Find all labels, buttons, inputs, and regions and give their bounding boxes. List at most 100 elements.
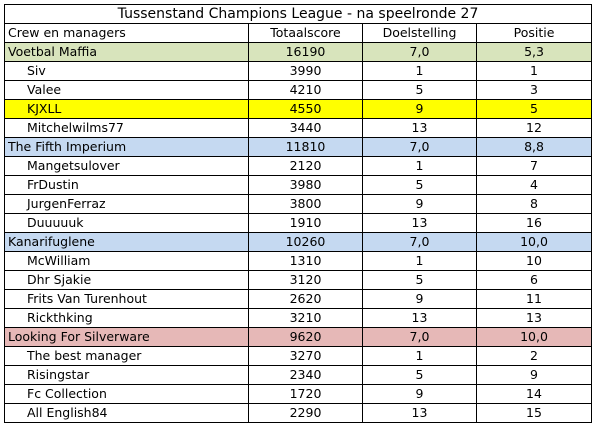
manager-name: Fc Collection: [4, 384, 249, 404]
manager-goal: 13: [362, 213, 477, 233]
manager-position: 2: [475, 346, 593, 366]
manager-goal: 5: [362, 270, 477, 290]
manager-name: Frits Van Turenhout: [4, 289, 249, 309]
manager-score: 3120: [248, 270, 363, 290]
team-name: The Fifth Imperium: [4, 137, 249, 157]
manager-goal: 9: [362, 384, 477, 404]
team-position: 5,3: [475, 42, 593, 62]
title-row: Tussenstand Champions League - na speelr…: [3, 4, 593, 24]
manager-score: 1910: [248, 213, 363, 233]
manager-score: 4210: [248, 80, 363, 100]
manager-goal: 9: [362, 289, 477, 309]
manager-goal: 13: [362, 403, 477, 423]
table-row: JurgenFerraz 3800 9 8: [4, 194, 593, 214]
table-row: The best manager 3270 1 2: [4, 346, 593, 366]
manager-position: 3: [475, 80, 593, 100]
table-row: Dhr Sjakie 3120 5 6: [4, 270, 593, 290]
manager-name: All English84: [4, 403, 249, 423]
table-row: Frits Van Turenhout 2620 9 11: [4, 289, 593, 309]
team-position: 10,0: [475, 327, 593, 347]
manager-name: Rickthking: [4, 308, 249, 328]
manager-name: Risingstar: [4, 365, 249, 385]
team-goal: 7,0: [362, 42, 477, 62]
manager-name: McWilliam: [4, 251, 249, 271]
manager-name: The best manager: [4, 346, 249, 366]
team-goal: 7,0: [362, 232, 477, 252]
manager-name: Mangetsulover: [4, 156, 249, 176]
table-row: KJXLL 4550 9 5: [4, 99, 593, 119]
manager-score: 1310: [248, 251, 363, 271]
team-row: The Fifth Imperium 11810 7,0 8,8: [4, 137, 593, 157]
manager-goal: 9: [362, 194, 477, 214]
team-score: 11810: [248, 137, 363, 157]
manager-goal: 9: [362, 99, 477, 119]
manager-score: 2620: [248, 289, 363, 309]
table-row: Duuuuuk 1910 13 16: [4, 213, 593, 233]
manager-goal: 1: [362, 61, 477, 81]
manager-score: 4550: [248, 99, 363, 119]
table-row: Risingstar 2340 5 9: [4, 365, 593, 385]
manager-position: 1: [475, 61, 593, 81]
table-row: Rickthking 3210 13 13: [4, 308, 593, 328]
manager-position: 4: [475, 175, 593, 195]
manager-position: 14: [475, 384, 593, 404]
table-row: Fc Collection 1720 9 14: [4, 384, 593, 404]
manager-name: Duuuuuk: [4, 213, 249, 233]
team-name: Voetbal Maffia: [4, 42, 249, 62]
manager-position: 6: [475, 270, 593, 290]
manager-score: 1720: [248, 384, 363, 404]
manager-score: 2340: [248, 365, 363, 385]
table-row: Siv 3990 1 1: [4, 61, 593, 81]
team-row: Looking For Silverware 9620 7,0 10,0: [4, 327, 593, 347]
manager-name: Mitchelwilms77: [4, 118, 249, 138]
column-header-total: Totaalscore: [248, 23, 363, 43]
manager-name: FrDustin: [4, 175, 249, 195]
manager-score: 3990: [248, 61, 363, 81]
manager-goal: 1: [362, 156, 477, 176]
manager-position: 13: [475, 308, 593, 328]
table-row: Mangetsulover 2120 1 7: [4, 156, 593, 176]
manager-name: Valee: [4, 80, 249, 100]
table-row: All English84 2290 13 15: [4, 403, 593, 423]
team-goal: 7,0: [362, 137, 477, 157]
manager-goal: 1: [362, 251, 477, 271]
manager-score: 3270: [248, 346, 363, 366]
team-row: Kanarifuglene 10260 7,0 10,0: [4, 232, 593, 252]
manager-goal: 1: [362, 346, 477, 366]
team-score: 16190: [248, 42, 363, 62]
header-row: Crew en managers Totaalscore Doelstellin…: [4, 23, 593, 43]
manager-score: 3800: [248, 194, 363, 214]
manager-goal: 5: [362, 365, 477, 385]
manager-position: 8: [475, 194, 593, 214]
manager-position: 15: [475, 403, 593, 423]
manager-score: 2120: [248, 156, 363, 176]
manager-position: 5: [475, 99, 593, 119]
team-score: 10260: [248, 232, 363, 252]
manager-goal: 13: [362, 308, 477, 328]
manager-name: Siv: [4, 61, 249, 81]
team-score: 9620: [248, 327, 363, 347]
team-position: 10,0: [475, 232, 593, 252]
team-row: Voetbal Maffia 16190 7,0 5,3: [4, 42, 593, 62]
manager-score: 3980: [248, 175, 363, 195]
manager-score: 3210: [248, 308, 363, 328]
table-row: Mitchelwilms77 3440 13 12: [4, 118, 593, 138]
column-header-goal: Doelstelling: [362, 23, 477, 43]
team-name: Looking For Silverware: [4, 327, 249, 347]
manager-name: JurgenFerraz: [4, 194, 249, 214]
manager-goal: 13: [362, 118, 477, 138]
table-row: Valee 4210 5 3: [4, 80, 593, 100]
table-row: McWilliam 1310 1 10: [4, 251, 593, 271]
standings-table: Tussenstand Champions League - na speelr…: [3, 4, 593, 423]
manager-score: 2290: [248, 403, 363, 423]
manager-position: 11: [475, 289, 593, 309]
manager-position: 12: [475, 118, 593, 138]
column-header-position: Positie: [475, 23, 593, 43]
column-header-crew: Crew en managers: [4, 23, 249, 43]
team-position: 8,8: [475, 137, 593, 157]
manager-position: 16: [475, 213, 593, 233]
manager-name: KJXLL: [4, 99, 249, 119]
manager-position: 7: [475, 156, 593, 176]
team-name: Kanarifuglene: [4, 232, 249, 252]
manager-position: 9: [475, 365, 593, 385]
